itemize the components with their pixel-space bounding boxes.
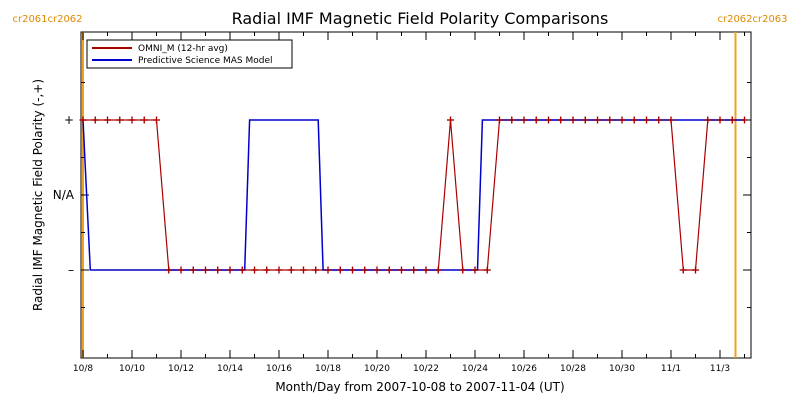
x-tick-label: 10/10 [119,364,145,374]
x-tick-label: 11/3 [710,364,730,374]
x-tick-label: 10/20 [364,364,390,374]
x-tick-label: 10/28 [560,364,586,374]
x-tick-label: 10/12 [168,364,194,374]
carrington-label: cr2062 [47,14,82,25]
x-axis-label: Month/Day from 2007-10-08 to 2007-11-04 … [275,380,564,394]
carrington-label: cr2063 [752,14,787,25]
x-tick-label: 11/1 [661,364,681,374]
x-tick-label: 10/14 [217,364,243,374]
x-tick-label: 10/22 [413,364,439,374]
x-tick-label: 10/26 [511,364,537,374]
carrington-label: cr2061 [12,14,47,25]
x-tick-label: 10/30 [609,364,635,374]
x-tick-label: 10/16 [266,364,292,374]
legend: OMNI_M (12-hr avg) Predictive Science MA… [86,39,293,69]
omni-series-line [83,119,745,271]
mas-series-line [82,119,745,271]
x-axis-ticks: 10/8 10/10 10/12 10/14 10/16 10/18 10/20 10/22 1… [73,32,745,374]
y-tick-label: N/A [53,188,75,202]
x-tick-label: 10/24 [462,364,488,374]
legend-label-mas: Predictive Science MAS Model [138,56,273,66]
plot-frame [80,31,752,359]
y-tick-label: – [68,263,74,277]
carrington-label: cr2062 [717,14,752,25]
chart-title: Radial IMF Magnetic Field Polarity Compa… [232,9,609,28]
series-lines [79,116,748,274]
legend-box [86,39,293,69]
legend-label-omni: OMNI_M (12-hr avg) [138,44,228,54]
y-axis-label: Radial IMF Magnetic Field Polarity (-,+) [31,79,45,311]
y-tick-label: + [64,113,74,127]
y-axis-ticks: + N/A – [53,82,751,308]
plot-border [80,31,752,359]
x-tick-label: 10/8 [73,364,93,374]
x-tick-label: 10/18 [315,364,341,374]
